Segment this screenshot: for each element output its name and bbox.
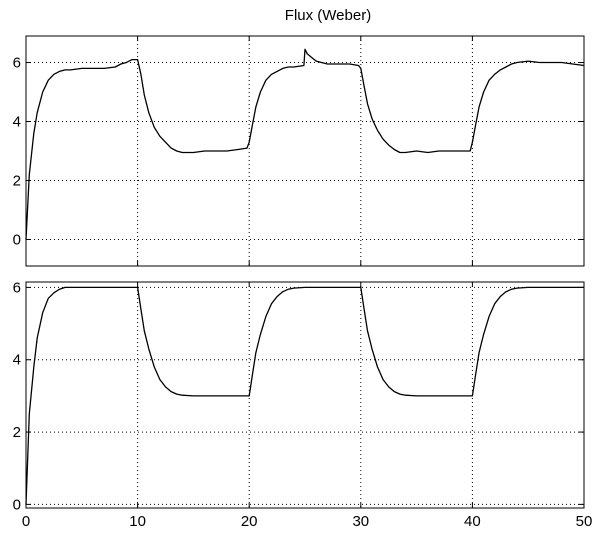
top-plot: 0 2 4 6 bbox=[13, 35, 585, 267]
y-tick-label: 6 bbox=[13, 279, 21, 296]
x-tick-label: 10 bbox=[129, 513, 146, 530]
x-tick-label: 50 bbox=[576, 513, 592, 530]
x-tick-label: 0 bbox=[22, 513, 30, 530]
x-tick-label: 30 bbox=[352, 513, 369, 530]
x-tick-label: 20 bbox=[241, 513, 258, 530]
y-tick-label: 4 bbox=[13, 352, 21, 369]
plot-area bbox=[25, 281, 585, 509]
y-tick-label: 2 bbox=[13, 424, 21, 441]
plot-area bbox=[25, 35, 585, 267]
flux-series-line bbox=[25, 48, 585, 240]
bottom-plot: 0 10 20 30 40 50 0 2 4 6 bbox=[13, 279, 592, 530]
y-tick-label: 0 bbox=[13, 231, 21, 248]
x-tick-label: 40 bbox=[464, 513, 481, 530]
y-tick-label: 2 bbox=[13, 172, 21, 189]
chart-title: Flux (Weber) bbox=[285, 7, 371, 24]
flux-series-line bbox=[25, 286, 584, 505]
y-tick-label: 6 bbox=[13, 55, 21, 72]
y-tick-label: 0 bbox=[13, 496, 21, 513]
y-tick-label: 4 bbox=[13, 114, 21, 131]
